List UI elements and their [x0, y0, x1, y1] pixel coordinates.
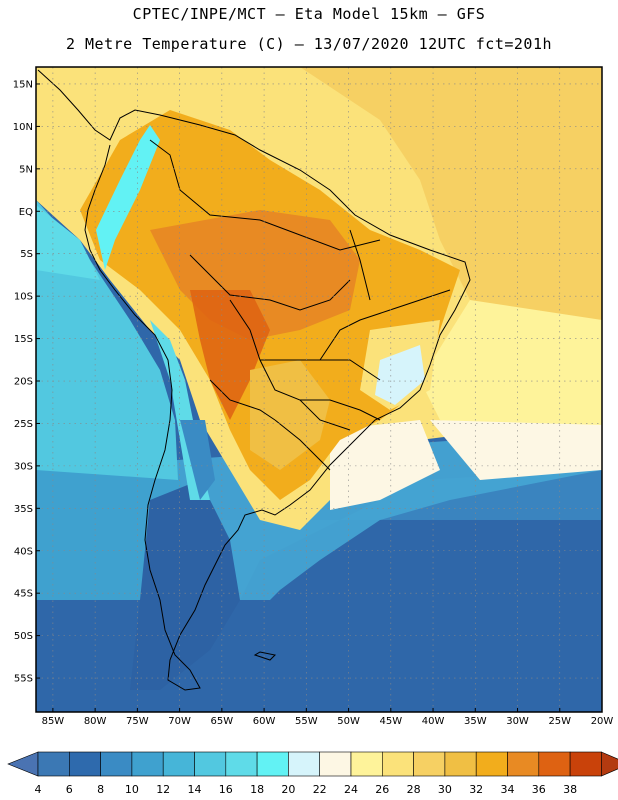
lat-tick-label: 35S	[14, 504, 33, 515]
colorbar-label: 4	[35, 783, 42, 796]
colorbar-swatch	[413, 751, 446, 777]
colorbar: 4 6 8 10 12 14 16 18 20 22 24 26 28 30 32 34 36 38	[7, 751, 618, 796]
lat-tick-label: 45S	[14, 589, 33, 600]
lat-tick-label: 10N	[13, 122, 33, 133]
lat-tick-label: EQ	[19, 207, 33, 218]
temperature-field	[36, 67, 602, 712]
colorbar-label: 8	[97, 783, 104, 796]
colorbar-over-arrow	[601, 751, 618, 777]
lon-tick-label: 85W	[42, 716, 65, 727]
lon-tick-label: 20W	[591, 716, 614, 727]
colorbar-label: 36	[532, 783, 546, 796]
lat-tick-label: 20S	[14, 377, 33, 388]
colorbar-label: 12	[156, 783, 170, 796]
colorbar-swatch	[350, 751, 383, 777]
lat-tick-label: 55S	[14, 674, 33, 685]
lon-tick-label: 50W	[337, 716, 360, 727]
colorbar-swatch	[131, 751, 164, 777]
lat-tick-label: 15N	[13, 79, 33, 90]
colorbar-label: 28	[407, 783, 421, 796]
lat-tick-label: 25S	[14, 419, 33, 430]
colorbar-swatch	[444, 751, 477, 777]
colorbar-label: 30	[438, 783, 452, 796]
colorbar-swatch	[256, 751, 289, 777]
lat-tick-label: 15S	[14, 334, 33, 345]
colorbar-swatch	[319, 751, 352, 777]
colorbar-swatch	[225, 751, 258, 777]
colorbar-under-arrow	[7, 751, 39, 777]
colorbar-label: 34	[501, 783, 515, 796]
colorbar-label: 18	[250, 783, 264, 796]
lat-tick-label: 50S	[14, 631, 33, 642]
colorbar-swatch	[475, 751, 508, 777]
colorbar-swatch	[100, 751, 133, 777]
chart-title-line-1: CPTEC/INPE/MCT – Eta Model 15km – GFS	[132, 5, 486, 23]
longitude-axis: 85W 80W 75W 70W 65W 60W 55W 50W 45W 40W 35W 30W 25W 2…	[42, 708, 614, 727]
lon-tick-label: 25W	[548, 716, 571, 727]
lon-tick-label: 65W	[211, 716, 234, 727]
lon-tick-label: 30W	[506, 716, 529, 727]
colorbar-swatch	[37, 751, 70, 777]
colorbar-swatch	[194, 751, 227, 777]
lon-tick-label: 80W	[84, 716, 107, 727]
lat-tick-label: 5N	[19, 164, 33, 175]
colorbar-swatch	[569, 751, 602, 777]
colorbar-label: 24	[344, 783, 358, 796]
lat-tick-label: 40S	[14, 546, 33, 557]
chart-title-line-2: 2 Metre Temperature (C) – 13/07/2020 12U…	[65, 35, 553, 53]
colorbar-label: 20	[281, 783, 295, 796]
colorbar-swatch	[69, 751, 101, 777]
lon-tick-label: 60W	[253, 716, 276, 727]
lon-tick-label: 35W	[464, 716, 487, 727]
lat-lon-grid	[36, 67, 603, 712]
lon-tick-label: 75W	[126, 716, 149, 727]
colorbar-label: 14	[188, 783, 202, 796]
colorbar-swatch	[381, 751, 414, 777]
colorbar-swatch	[538, 751, 571, 777]
colorbar-label: 22	[313, 783, 327, 796]
colorbar-label: 16	[219, 783, 233, 796]
colorbar-label: 6	[66, 783, 73, 796]
lat-tick-label: 10S	[14, 292, 33, 303]
lat-tick-label: 5S	[20, 249, 33, 260]
latitude-axis: 15N 10N 5N EQ 5S 10S 15S 20S 25S 30S 35S 40S 45S 50S 5…	[13, 79, 40, 685]
lon-tick-label: 70W	[168, 716, 191, 727]
colorbar-label: 10	[125, 783, 139, 796]
colorbar-label: 26	[375, 783, 389, 796]
colorbar-swatch	[162, 751, 195, 777]
lat-tick-label: 30S	[14, 461, 33, 472]
lon-tick-label: 40W	[422, 716, 445, 727]
colorbar-label: 38	[563, 783, 577, 796]
lon-tick-label: 55W	[295, 716, 318, 727]
colorbar-swatch	[507, 751, 540, 777]
lon-tick-label: 45W	[379, 716, 402, 727]
map-frame	[35, 66, 603, 713]
coastlines	[37, 69, 471, 691]
colorbar-label: 32	[469, 783, 483, 796]
colorbar-swatch	[288, 751, 320, 777]
